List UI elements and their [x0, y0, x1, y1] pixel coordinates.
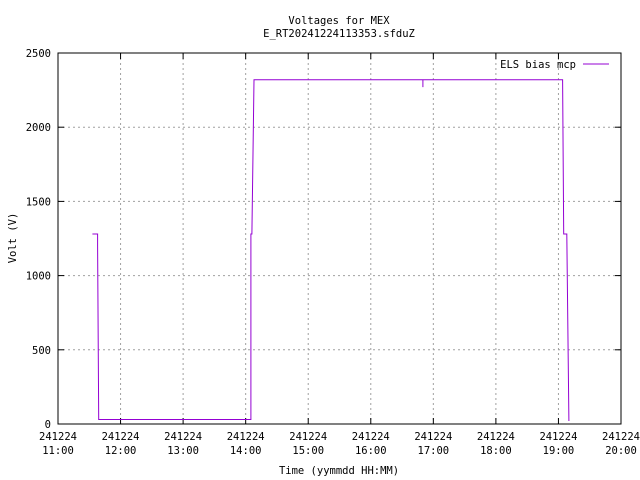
x-tick-time-label: 18:00: [480, 445, 512, 457]
axis-ticks: 0 500 1000 1500 2000 2500 241224 11:00 241224 12:…: [26, 48, 640, 457]
plot-frame: [57, 52, 622, 425]
x-tick-time-label: 14:00: [230, 445, 262, 457]
x-tick-date-label: 241224: [227, 431, 265, 443]
y-tick-label: 0: [45, 419, 51, 431]
x-tick-date-label: 241224: [539, 431, 577, 443]
x-tick-date-label: 241224: [602, 431, 640, 443]
x-tick-time-label: 16:00: [355, 445, 387, 457]
x-tick-date-label: 241224: [164, 431, 202, 443]
y-tick-label: 500: [32, 345, 51, 357]
x-axis-label: Time (yymmdd HH:MM): [279, 465, 399, 477]
x-tick-time-label: 15:00: [292, 445, 324, 457]
chart-subtitle: E_RT20241224113353.sfduZ: [263, 28, 415, 40]
grid-lines: [58, 53, 621, 424]
legend-label: ELS bias mcp: [500, 59, 576, 71]
series-line: [92, 79, 570, 422]
y-tick-label: 2000: [26, 122, 51, 134]
y-tick-label: 2500: [26, 48, 51, 60]
x-tick-time-label: 19:00: [543, 445, 575, 457]
x-tick-date-label: 241224: [477, 431, 515, 443]
x-tick-date-label: 241224: [102, 431, 140, 443]
series-lines: [92, 79, 570, 422]
legend: ELS bias mcp: [500, 59, 609, 71]
x-tick-time-label: 12:00: [105, 445, 137, 457]
x-tick-time-label: 20:00: [605, 445, 637, 457]
x-tick-date-label: 241224: [352, 431, 390, 443]
x-tick-date-label: 241224: [414, 431, 452, 443]
chart-title: Voltages for MEX: [288, 15, 390, 27]
x-tick-date-label: 241224: [289, 431, 327, 443]
y-tick-label: 1500: [26, 196, 51, 208]
y-tick-label: 1000: [26, 271, 51, 283]
x-tick-time-label: 17:00: [418, 445, 450, 457]
x-tick-date-label: 241224: [39, 431, 77, 443]
x-tick-time-label: 13:00: [167, 445, 199, 457]
y-axis-label: Volt (V): [7, 213, 19, 264]
x-tick-time-label: 11:00: [42, 445, 74, 457]
